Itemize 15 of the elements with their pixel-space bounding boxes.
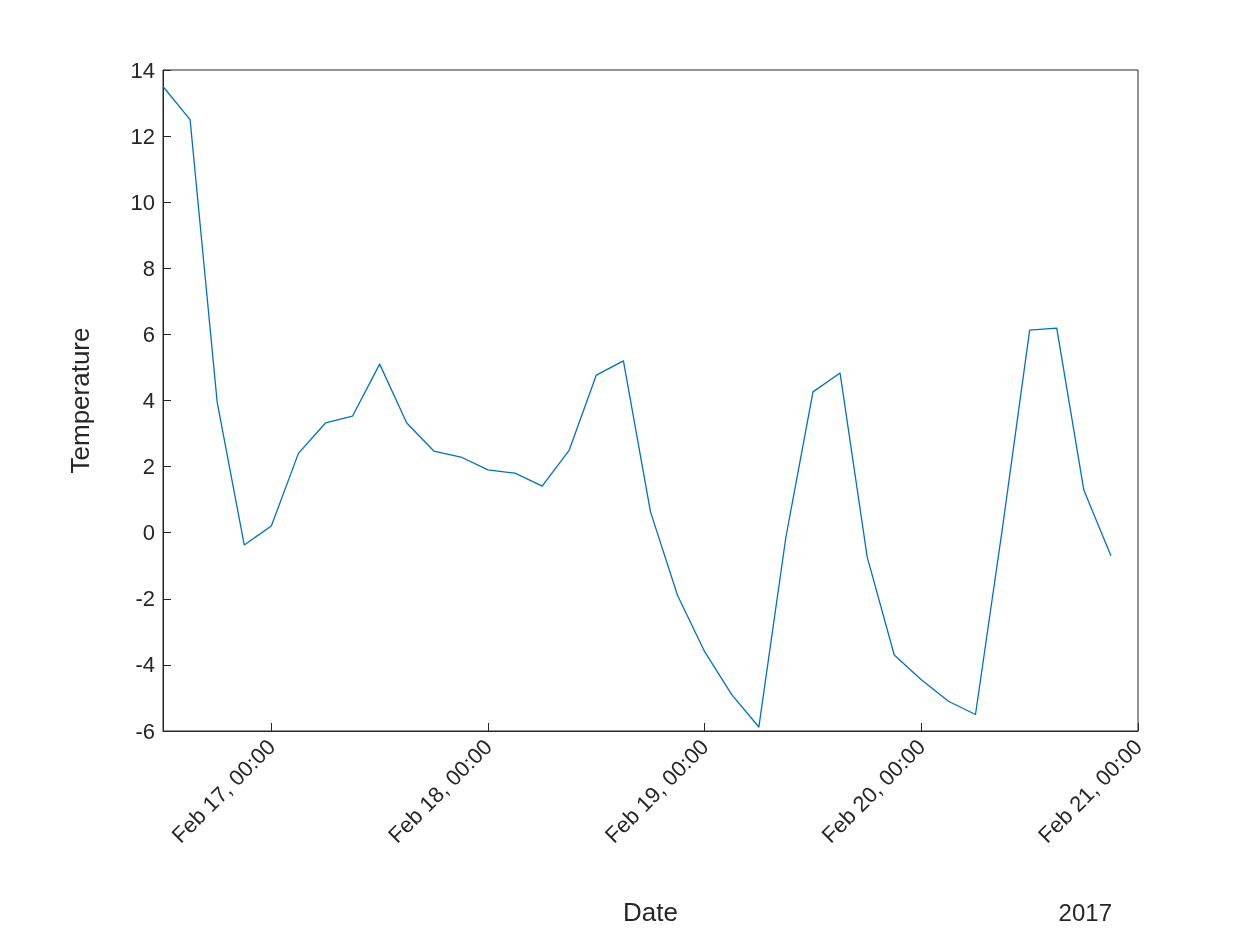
y-tick-label: 12 (130, 123, 155, 149)
line-series (162, 85, 1112, 728)
y-tick-label: 6 (142, 321, 155, 347)
y-tick-label: 14 (130, 57, 155, 83)
text: 2017 (1058, 898, 1112, 926)
y-tick-label: 4 (142, 388, 155, 413)
y-tick-label: -6 (135, 718, 155, 744)
y-tick-label: 2 (142, 454, 155, 480)
y-tick-label: 8 (142, 255, 155, 281)
y-tick-label: -4 (135, 652, 155, 678)
y-axis-title: Temperature (65, 327, 95, 474)
y-tick-label: 10 (130, 189, 155, 215)
y-tick-label: 0 (142, 520, 155, 546)
x-axis-title: Date (623, 897, 678, 927)
y-tick-label: -2 (135, 586, 155, 612)
